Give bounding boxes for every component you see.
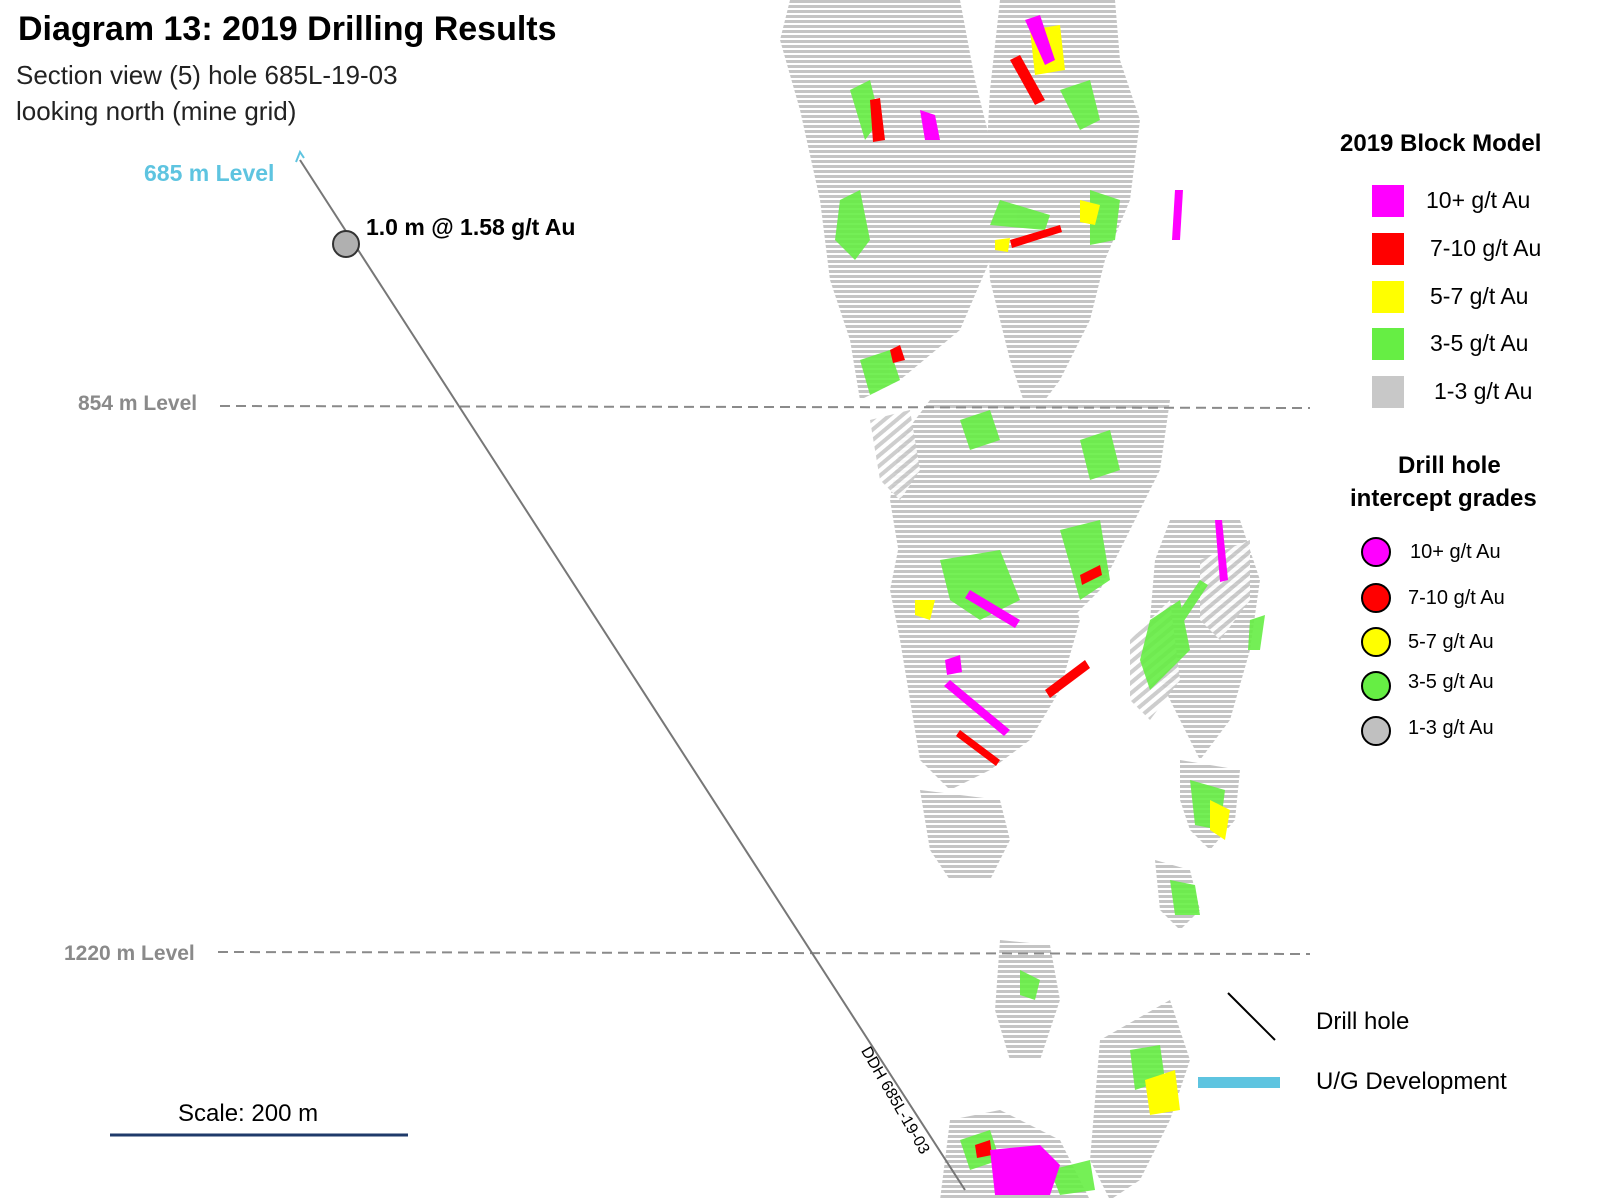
intercept-grade-label-10-plus: 10+ g/t Au — [1410, 541, 1501, 563]
subtitle-line-1: Section view (5) hole 685L-19-03 — [16, 60, 398, 90]
intercept-label: 1.0 m @ 1.58 g/t Au — [366, 214, 576, 240]
level-label-1220: 1220 m Level — [64, 942, 195, 965]
intercept-grade-dot-5-7 — [1361, 627, 1391, 657]
block-model-label-1-3: 1-3 g/t Au — [1434, 378, 1533, 404]
level-line-854 — [219, 405, 1311, 409]
ore-body-low-grade — [780, 0, 1260, 1200]
block-model-label-5-7: 5-7 g/t Au — [1430, 283, 1529, 309]
block-model-label-10-plus: 10+ g/t Au — [1426, 187, 1531, 213]
ore-body-7-10 — [870, 55, 1102, 1158]
intercept-grade-dot-10-plus — [1361, 537, 1391, 567]
block-model-legend-title: 2019 Block Model — [1340, 130, 1542, 157]
drill-hole-legend-label: Drill hole — [1316, 1008, 1410, 1035]
ore-body-10-plus — [920, 15, 1228, 1195]
scale-label: Scale: 200 m — [178, 1100, 319, 1127]
block-model-swatch-3-5 — [1372, 328, 1404, 360]
intercept-grade-label-5-7: 5-7 g/t Au — [1408, 631, 1494, 653]
intercept-grade-label-7-10: 7-10 g/t Au — [1408, 587, 1505, 609]
subtitle-line-2: looking north (mine grid) — [16, 96, 297, 126]
ug-development-swatch — [1198, 1077, 1280, 1088]
intercept-grade-dot-1-3 — [1361, 716, 1391, 746]
intercept-grade-dot-7-10 — [1361, 583, 1391, 613]
drill-hole-trace — [299, 159, 966, 1191]
intercept-grade-dot-3-5 — [1361, 671, 1391, 701]
collar-marker — [295, 149, 305, 163]
diagram-title: Diagram 13: 2019 Drilling Results — [18, 10, 557, 48]
block-model-swatch-7-10 — [1372, 233, 1404, 265]
intercept-marker — [332, 230, 360, 258]
block-model-label-7-10: 7-10 g/t Au — [1430, 235, 1542, 261]
ore-body-3-5 — [835, 80, 1265, 1195]
level-label-854: 854 m Level — [78, 392, 198, 415]
block-model-swatch-10-plus — [1372, 185, 1404, 217]
block-model-swatch-1-3 — [1372, 376, 1404, 408]
drill-hole-legend-title-1: Drill hole — [1398, 452, 1501, 479]
block-model-label-3-5: 3-5 g/t Au — [1430, 330, 1529, 356]
drill-hole-legend-line — [1227, 992, 1276, 1041]
ug-development-legend-label: U/G Development — [1316, 1068, 1507, 1095]
intercept-grade-label-3-5: 3-5 g/t Au — [1408, 671, 1494, 693]
level-line-1220 — [217, 951, 1311, 955]
drill-hole-legend-title-2: intercept grades — [1350, 485, 1537, 512]
block-model-swatch-5-7 — [1372, 281, 1404, 313]
level-label-685: 685 m Level — [144, 160, 275, 186]
intercept-grade-label-1-3: 1-3 g/t Au — [1408, 717, 1494, 739]
